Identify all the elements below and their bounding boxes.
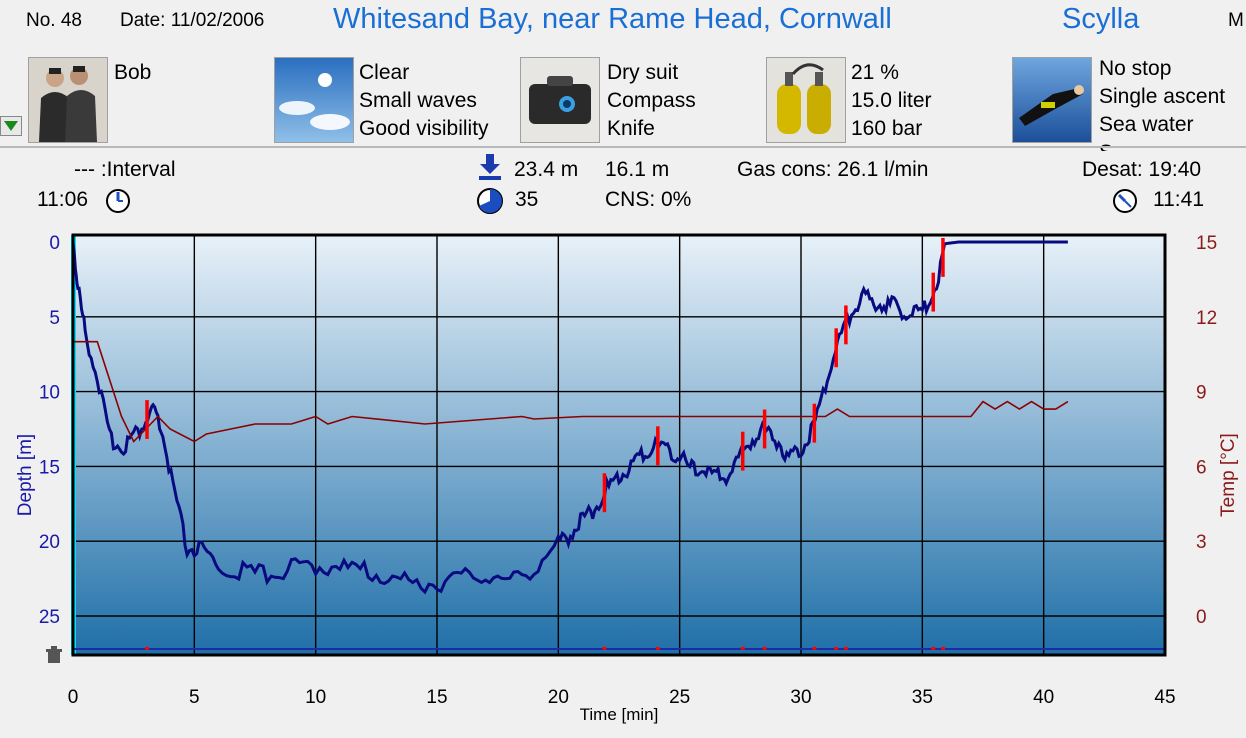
gas-consumption: Gas cons: 26.1 l/min xyxy=(737,158,929,181)
header-overflow-text: M xyxy=(1228,10,1244,31)
gas-photo-icon[interactable] xyxy=(766,57,846,143)
buddy-name: Bob xyxy=(114,61,152,84)
x-tick-label: 25 xyxy=(669,687,690,708)
surface-interval: --- :Interval xyxy=(74,158,176,181)
conditions-photo-icon[interactable] xyxy=(274,57,354,143)
temperature-series-line xyxy=(73,340,1069,443)
y-left-tick-label: 20 xyxy=(39,532,60,553)
y-left-tick-label: 0 xyxy=(49,233,60,254)
dive-type-photo-icon[interactable] xyxy=(1012,57,1092,143)
max-depth-icon xyxy=(479,154,501,180)
dive-duration: 35 xyxy=(515,188,539,211)
y-left-tick-label: 25 xyxy=(39,607,60,628)
buddy-photo-icon[interactable] xyxy=(28,57,108,143)
equipment-photo-icon[interactable] xyxy=(520,57,600,143)
dive-number: No. 48 xyxy=(26,10,82,31)
x-tick-label: 40 xyxy=(1033,687,1054,708)
y-right-tick-label: 9 xyxy=(1196,383,1207,404)
warning-marker xyxy=(762,647,767,650)
conditions-line-1: Clear xyxy=(359,61,410,84)
trash-icon[interactable] xyxy=(46,646,62,663)
triangle-down-icon xyxy=(4,121,18,131)
x-axis-label: Time [min] xyxy=(580,705,659,724)
warning-marker xyxy=(931,647,936,650)
gas-tank-size: 15.0 liter xyxy=(851,89,932,112)
buddy-info: Bob xyxy=(114,59,151,87)
x-tick-label: 10 xyxy=(305,687,326,708)
duration-icon xyxy=(477,188,503,214)
conditions-info: Clear Small waves Good visibility xyxy=(359,59,489,143)
dive-type-line-1: No stop xyxy=(1099,57,1172,80)
dive-site: Scylla xyxy=(1062,3,1140,35)
y-right-tick-label: 0 xyxy=(1196,607,1207,628)
clock-start-icon xyxy=(106,189,130,213)
dive-type-info: No stop Single ascent Sea water S xyxy=(1099,55,1225,151)
y-right-tick-label: 12 xyxy=(1196,308,1217,329)
warning-marker xyxy=(655,647,660,650)
y-right-tick-label: 6 xyxy=(1196,457,1207,478)
desaturation-time: Desat: 19:40 xyxy=(1082,158,1202,181)
equipment-line-2: Compass xyxy=(607,89,696,112)
clock-end-icon xyxy=(1113,189,1137,213)
gas-oxygen: 21 % xyxy=(851,61,899,84)
warning-marker xyxy=(834,647,839,650)
series-lines xyxy=(71,237,1069,595)
warning-marker xyxy=(940,647,945,650)
x-tick-label: 30 xyxy=(790,687,811,708)
equipment-info: Dry suit Compass Knife xyxy=(607,59,696,143)
y-axis-left-label: Depth [m] xyxy=(15,434,36,516)
ascent-warning-segments xyxy=(145,647,945,650)
conditions-line-2: Small waves xyxy=(359,89,477,112)
dive-type-line-4: S xyxy=(1099,139,1225,151)
exit-time: 11:41 xyxy=(1153,188,1204,211)
entry-time: 11:06 xyxy=(37,188,88,211)
max-depth: 23.4 m xyxy=(514,158,579,181)
x-tick-label: 15 xyxy=(426,687,447,708)
depth-series-line xyxy=(71,240,1068,595)
conditions-line-3: Good visibility xyxy=(359,117,489,140)
gas-info: 21 % 15.0 liter 160 bar xyxy=(851,59,932,143)
y-right-tick-label: 3 xyxy=(1196,532,1207,553)
dive-type-line-3: Sea water xyxy=(1099,113,1194,136)
x-tick-label: 35 xyxy=(912,687,933,708)
warning-marker xyxy=(145,647,150,650)
equipment-line-1: Dry suit xyxy=(607,61,679,84)
dive-type-line-2: Single ascent xyxy=(1099,85,1226,108)
avg-depth: 16.1 m xyxy=(605,158,670,181)
header-separator xyxy=(0,146,1246,148)
equipment-line-3: Knife xyxy=(607,117,655,140)
warning-marker xyxy=(843,647,848,650)
dive-location: Whitesand Bay, near Rame Head, Cornwall xyxy=(333,3,892,35)
x-tick-label: 45 xyxy=(1154,687,1175,708)
warning-marker xyxy=(602,647,607,650)
x-tick-label: 20 xyxy=(548,687,569,708)
y-left-tick-label: 10 xyxy=(39,383,60,404)
plot-border xyxy=(71,233,1167,657)
dive-date: Date: 11/02/2006 xyxy=(120,10,265,31)
warning-marker xyxy=(812,647,817,650)
gas-pressure: 160 bar xyxy=(851,117,923,140)
y-left-tick-label: 5 xyxy=(49,308,60,329)
warning-marker xyxy=(740,647,745,650)
y-axis-right-label: Temp [°C] xyxy=(1218,433,1239,517)
x-tick-label: 0 xyxy=(68,687,79,708)
y-left-tick-label: 15 xyxy=(39,457,60,478)
cns-value: CNS: 0% xyxy=(605,188,692,211)
expand-dropdown-button[interactable] xyxy=(0,116,22,136)
plot-area xyxy=(73,235,1165,655)
y-right-tick-label: 15 xyxy=(1196,233,1217,254)
x-tick-label: 5 xyxy=(189,687,200,708)
